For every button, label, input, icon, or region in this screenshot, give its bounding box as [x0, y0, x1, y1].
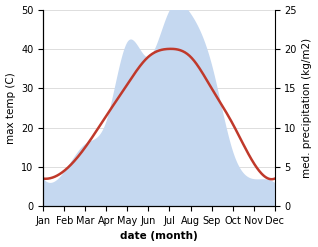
X-axis label: date (month): date (month)	[120, 231, 198, 242]
Y-axis label: med. precipitation (kg/m2): med. precipitation (kg/m2)	[302, 38, 313, 178]
Y-axis label: max temp (C): max temp (C)	[5, 72, 16, 144]
